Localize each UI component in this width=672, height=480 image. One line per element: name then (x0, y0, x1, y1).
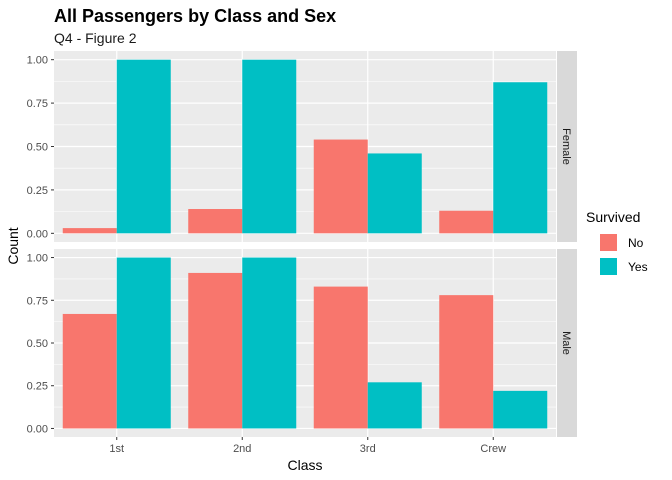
bar-male-no-1st (62, 313, 117, 429)
x-axis-title: Class (287, 457, 322, 473)
bar-male-yes-1st (116, 257, 171, 429)
y-tick-label: 0.50 (27, 142, 48, 154)
legend-label-no: No (628, 236, 644, 250)
y-tick-label: 0.75 (27, 295, 48, 307)
legend: Survived No Yes (586, 209, 648, 275)
facet-strip-label: Male (560, 331, 572, 355)
chart-subtitle: Q4 - Figure 2 (54, 30, 137, 46)
bar-male-yes-2nd (242, 257, 297, 429)
legend-title: Survived (586, 209, 640, 225)
panel-female: 0.00 0.25 0.50 0.75 1.00 Female (27, 51, 577, 242)
y-tick-label: 0.75 (27, 98, 48, 110)
bar-male-yes-3rd (367, 382, 422, 429)
x-tick-label: 1st (109, 443, 124, 455)
panel-male: 0.00 0.25 0.50 0.75 1.00 Male (27, 249, 577, 437)
legend-label-yes: Yes (628, 260, 648, 274)
panels: 0.000.250.500.751.00Female0.000.250.500.… (27, 51, 577, 437)
x-tick-label: 3rd (360, 443, 376, 455)
x-axis-ticks: 1st 2nd 3rd Crew (109, 437, 506, 455)
bar-male-yes-crew (493, 390, 548, 429)
x-tick-label: Crew (480, 443, 506, 455)
y-tick-label: 0.25 (27, 185, 48, 197)
y-tick-label: 1.00 (27, 253, 48, 265)
bar-male-no-3rd (313, 286, 368, 429)
y-tick-label: 0.50 (27, 338, 48, 350)
bar-female-no-1st (62, 228, 117, 234)
bar-female-yes-3rd (367, 153, 422, 234)
bar-female-no-crew (439, 210, 494, 234)
chart-title: All Passengers by Class and Sex (54, 6, 336, 26)
facet-strip (557, 51, 577, 242)
bar-female-yes-2nd (242, 59, 297, 234)
y-tick-label: 1.00 (27, 55, 48, 67)
y-axis-title: Count (5, 227, 21, 264)
facet-strip-label: Female (560, 128, 572, 165)
legend-key-yes (600, 258, 617, 275)
facet-strip (557, 249, 577, 437)
bar-female-yes-1st (116, 59, 171, 234)
y-tick-label: 0.00 (27, 228, 48, 240)
bar-female-yes-crew (493, 82, 548, 234)
bar-male-no-crew (439, 295, 494, 429)
y-tick-label: 0.25 (27, 381, 48, 393)
bar-female-no-3rd (313, 139, 368, 234)
bar-female-no-2nd (188, 209, 243, 234)
bar-male-no-2nd (188, 272, 243, 429)
x-tick-label: 2nd (233, 443, 251, 455)
y-tick-label: 0.00 (27, 423, 48, 435)
legend-key-no (600, 234, 617, 251)
